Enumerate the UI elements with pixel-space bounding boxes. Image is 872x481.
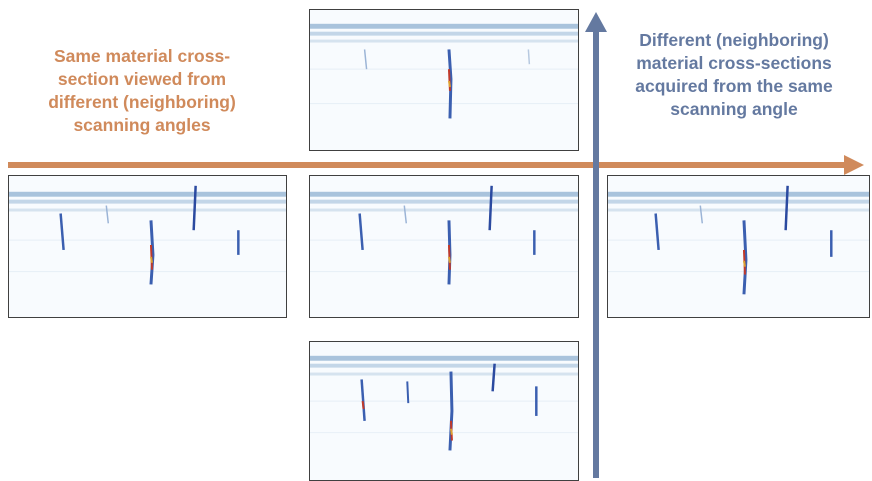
horizontal-axis-label: Same material cross- section viewed from… [48,46,236,135]
scan-image [310,342,578,480]
vertical-axis-label: Different (neighboring) material cross-s… [635,30,833,119]
scan-panel-middle-center [309,175,579,318]
scan-image [310,176,578,317]
scan-panel-top-center [309,9,579,151]
scan-panel-middle-right [607,175,870,318]
vertical-arrow [585,12,607,478]
horizontal-arrow [8,155,864,175]
scan-image [310,10,578,150]
scan-image [9,176,286,317]
scan-panel-bottom-center [309,341,579,481]
scan-panel-middle-left [8,175,287,318]
scan-image [608,176,869,317]
